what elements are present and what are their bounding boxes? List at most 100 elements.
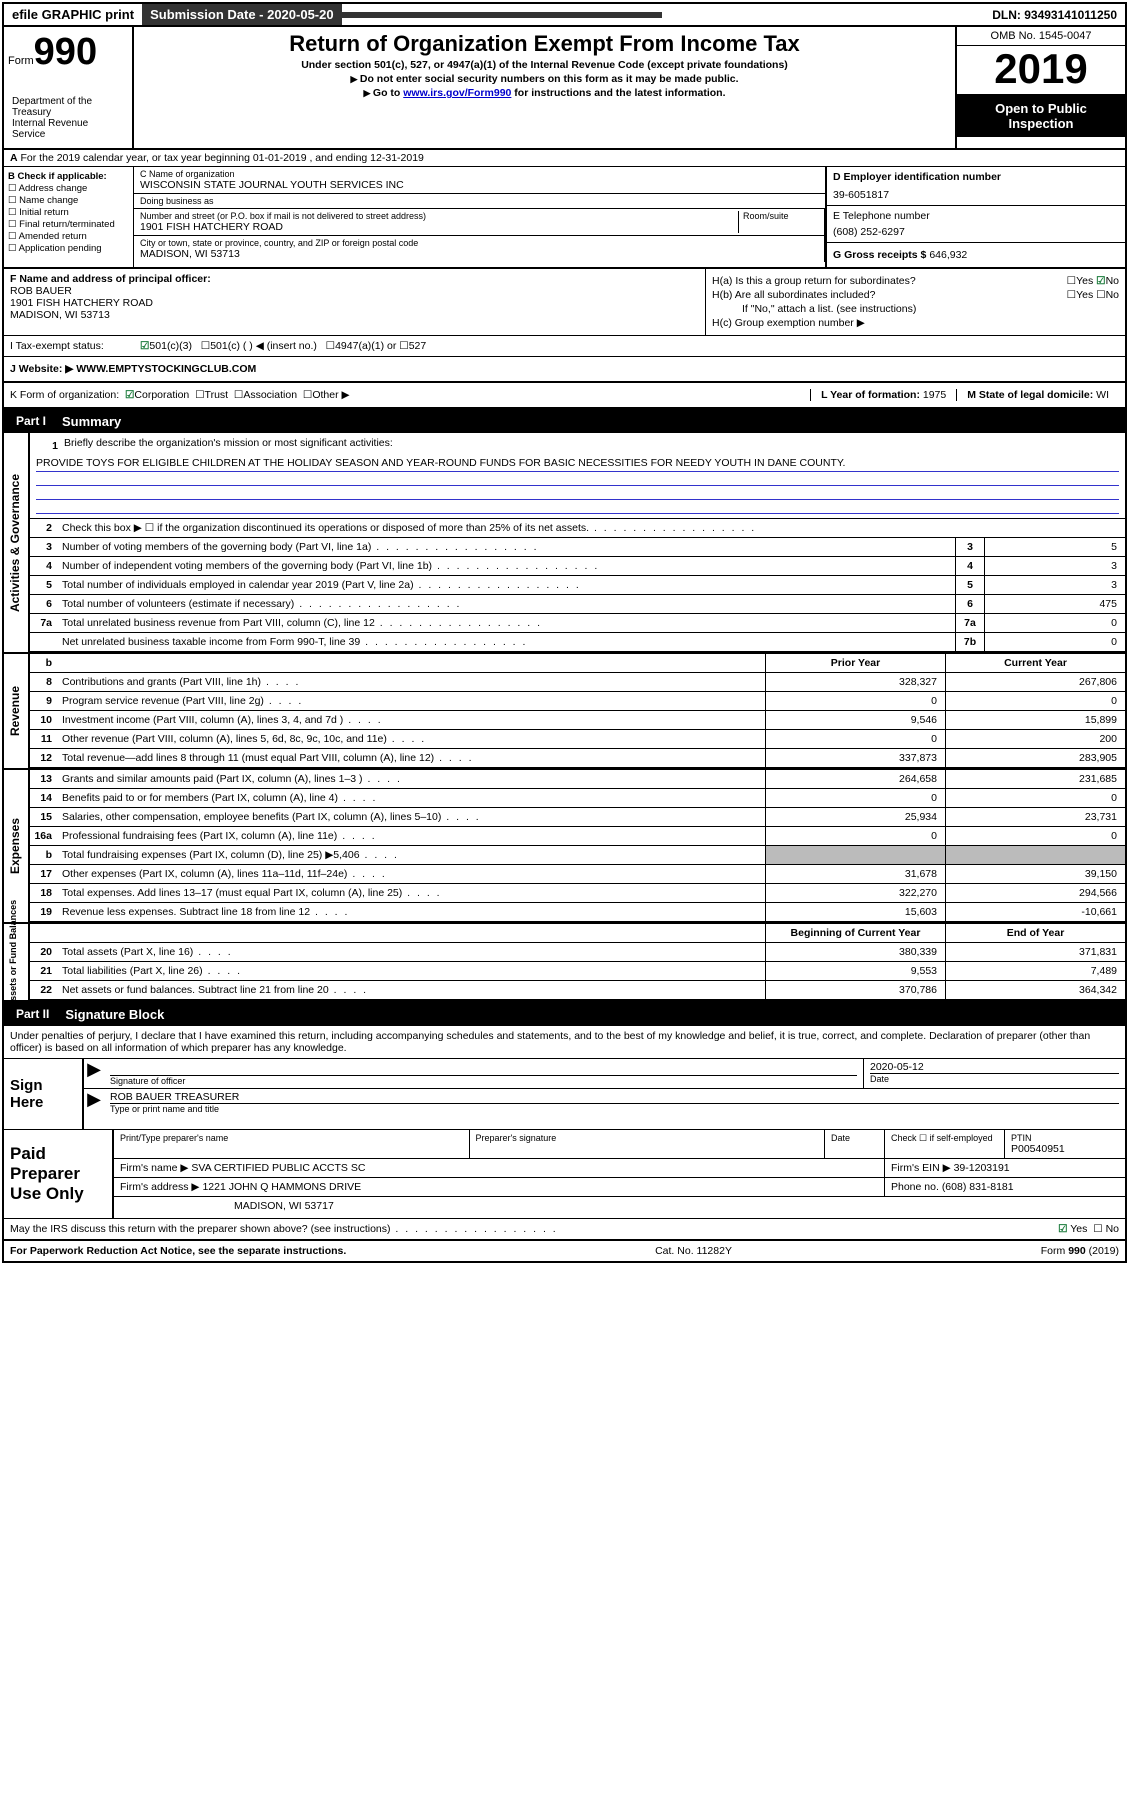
website-label: J Website: ▶	[10, 363, 73, 375]
fin-row: 16aProfessional fundraising fees (Part I…	[30, 827, 1125, 846]
ha-label: H(a) Is this a group return for subordin…	[712, 275, 916, 287]
fin-row: 9Program service revenue (Part VIII, lin…	[30, 692, 1125, 711]
netassets-block: Net Assets or Fund Balances Beginning of…	[4, 924, 1125, 1002]
ans-val: 0	[985, 633, 1125, 651]
street-label: Number and street (or P.O. box if mail i…	[140, 211, 738, 221]
begin-year-hdr: Beginning of Current Year	[765, 924, 945, 942]
fin-header-revenue: b Prior Year Current Year	[30, 654, 1125, 673]
dba-label: Doing business as	[140, 196, 819, 206]
submission-date-button[interactable]: Submission Date - 2020-05-20	[142, 4, 342, 25]
cat-no: Cat. No. 11282Y	[655, 1245, 732, 1257]
hc-label: H(c) Group exemption number ▶	[712, 317, 865, 329]
chk-amended[interactable]: Amended return	[8, 231, 129, 242]
gross-label: G Gross receipts $	[833, 249, 926, 261]
box-de: D Employer identification number 39-6051…	[825, 167, 1125, 267]
chk-address-change[interactable]: Address change	[8, 183, 129, 194]
omb-number: OMB No. 1545-0047	[957, 27, 1125, 46]
firm-addr1: 1221 JOHN Q HAMMONS DRIVE	[202, 1181, 361, 1193]
hb-yes[interactable]	[1067, 289, 1076, 301]
revenue-block: Revenue b Prior Year Current Year 8Contr…	[4, 654, 1125, 770]
mission-label: Briefly describe the organization's miss…	[64, 437, 393, 455]
ans-val: 475	[985, 595, 1125, 613]
current-year-hdr: Current Year	[945, 654, 1125, 672]
gov-row: Net unrelated business taxable income fr…	[30, 633, 1125, 652]
chk-final-return[interactable]: Final return/terminated	[8, 219, 129, 230]
sig-name-label: Type or print name and title	[110, 1103, 1119, 1114]
chk-527[interactable]	[399, 340, 408, 352]
blank-button[interactable]	[342, 12, 662, 18]
sign-here-label: Sign Here	[4, 1059, 84, 1129]
firm-ein: 39-1203191	[954, 1162, 1010, 1174]
line-a: A For the 2019 calendar year, or tax yea…	[4, 150, 1125, 167]
fin-row: 19Revenue less expenses. Subtract line 1…	[30, 903, 1125, 922]
fin-row: 20Total assets (Part X, line 16)380,3393…	[30, 943, 1125, 962]
form-number: 990	[34, 31, 97, 73]
page-footer: For Paperwork Reduction Act Notice, see …	[4, 1241, 1125, 1261]
fin-row: bTotal fundraising expenses (Part IX, co…	[30, 846, 1125, 865]
chk-other[interactable]	[303, 389, 312, 401]
gov-row: 4Number of independent voting members of…	[30, 557, 1125, 576]
discuss-row: May the IRS discuss this return with the…	[4, 1219, 1125, 1241]
entity-block: B Check if applicable: Address change Na…	[4, 167, 1125, 269]
subtitle-3: Go to www.irs.gov/Form990 for instructio…	[140, 87, 949, 99]
room-label: Room/suite	[743, 211, 818, 221]
domicile: WI	[1096, 389, 1109, 401]
tax-status-label: I Tax-exempt status:	[10, 340, 140, 352]
chk-pending[interactable]: Application pending	[8, 243, 129, 254]
discuss-yes[interactable]	[1058, 1223, 1067, 1235]
ans-val: 5	[985, 538, 1125, 556]
header-center: Return of Organization Exempt From Incom…	[134, 27, 955, 148]
hb-no[interactable]	[1096, 289, 1105, 301]
mission-blank3	[36, 500, 1119, 514]
chk-name-change[interactable]: Name change	[8, 195, 129, 206]
ans-label: 4	[955, 557, 985, 575]
sidebar-netassets: Net Assets or Fund Balances	[4, 924, 30, 1000]
chk-initial-return[interactable]: Initial return	[8, 207, 129, 218]
ha-no[interactable]	[1096, 275, 1105, 287]
chk-assoc[interactable]	[234, 389, 243, 401]
fin-row: 14Benefits paid to or for members (Part …	[30, 789, 1125, 808]
officer-addr1: 1901 FISH HATCHERY ROAD	[10, 297, 699, 309]
street-value: 1901 FISH HATCHERY ROAD	[140, 221, 738, 233]
firm-name: SVA CERTIFIED PUBLIC ACCTS SC	[191, 1162, 365, 1174]
chk-501c3[interactable]	[140, 340, 149, 352]
gov-row: 3Number of voting members of the governi…	[30, 538, 1125, 557]
form-prefix: Form	[8, 55, 34, 67]
chk-corp[interactable]	[125, 389, 134, 401]
ha-yes[interactable]	[1067, 275, 1076, 287]
ans-val: 3	[985, 576, 1125, 594]
prep-name-label: Print/Type preparer's name	[120, 1133, 463, 1143]
phone-value: (608) 252-6297	[833, 226, 1119, 238]
subtitle-1: Under section 501(c), 527, or 4947(a)(1)…	[140, 59, 949, 71]
main-title: Return of Organization Exempt From Incom…	[140, 31, 949, 57]
part1-title: Summary	[62, 414, 121, 429]
sig-arrow-icon: ▶	[84, 1059, 104, 1088]
box-c: C Name of organization WISCONSIN STATE J…	[134, 167, 825, 267]
hb-label: H(b) Are all subordinates included?	[712, 289, 875, 301]
box-b: B Check if applicable: Address change Na…	[4, 167, 134, 267]
chk-501c[interactable]	[201, 340, 210, 352]
officer-addr2: MADISON, WI 53713	[10, 309, 699, 321]
line-a-text: For the 2019 calendar year, or tax year …	[21, 152, 424, 164]
hb-note: If "No," attach a list. (see instruction…	[712, 303, 1119, 315]
tax-year: 2019	[957, 46, 1125, 95]
fin-row: 10Investment income (Part VIII, column (…	[30, 711, 1125, 730]
ans-label: 3	[955, 538, 985, 556]
discuss-no[interactable]	[1093, 1223, 1102, 1235]
end-year-hdr: End of Year	[945, 924, 1125, 942]
row-k: K Form of organization: Corporation Trus…	[4, 383, 1125, 409]
ans-val: 3	[985, 557, 1125, 575]
box-h: H(a) Is this a group return for subordin…	[705, 269, 1125, 335]
ptin-label: PTIN	[1011, 1133, 1119, 1143]
chk-trust[interactable]	[195, 389, 204, 401]
gross-value: 646,932	[929, 249, 967, 261]
efile-label: efile GRAPHIC print	[4, 4, 142, 25]
ptin-value: P00540951	[1011, 1143, 1119, 1155]
fin-row: 21Total liabilities (Part X, line 26)9,5…	[30, 962, 1125, 981]
chk-4947[interactable]	[326, 340, 335, 352]
prep-self-emp[interactable]: Check ☐ if self-employed	[891, 1133, 998, 1144]
firm-addr2: MADISON, WI 53717	[114, 1197, 1125, 1215]
ein-label: D Employer identification number	[833, 171, 1001, 183]
form990-link[interactable]: www.irs.gov/Form990	[403, 87, 511, 99]
mission-text: PROVIDE TOYS FOR ELIGIBLE CHILDREN AT TH…	[36, 455, 1119, 472]
